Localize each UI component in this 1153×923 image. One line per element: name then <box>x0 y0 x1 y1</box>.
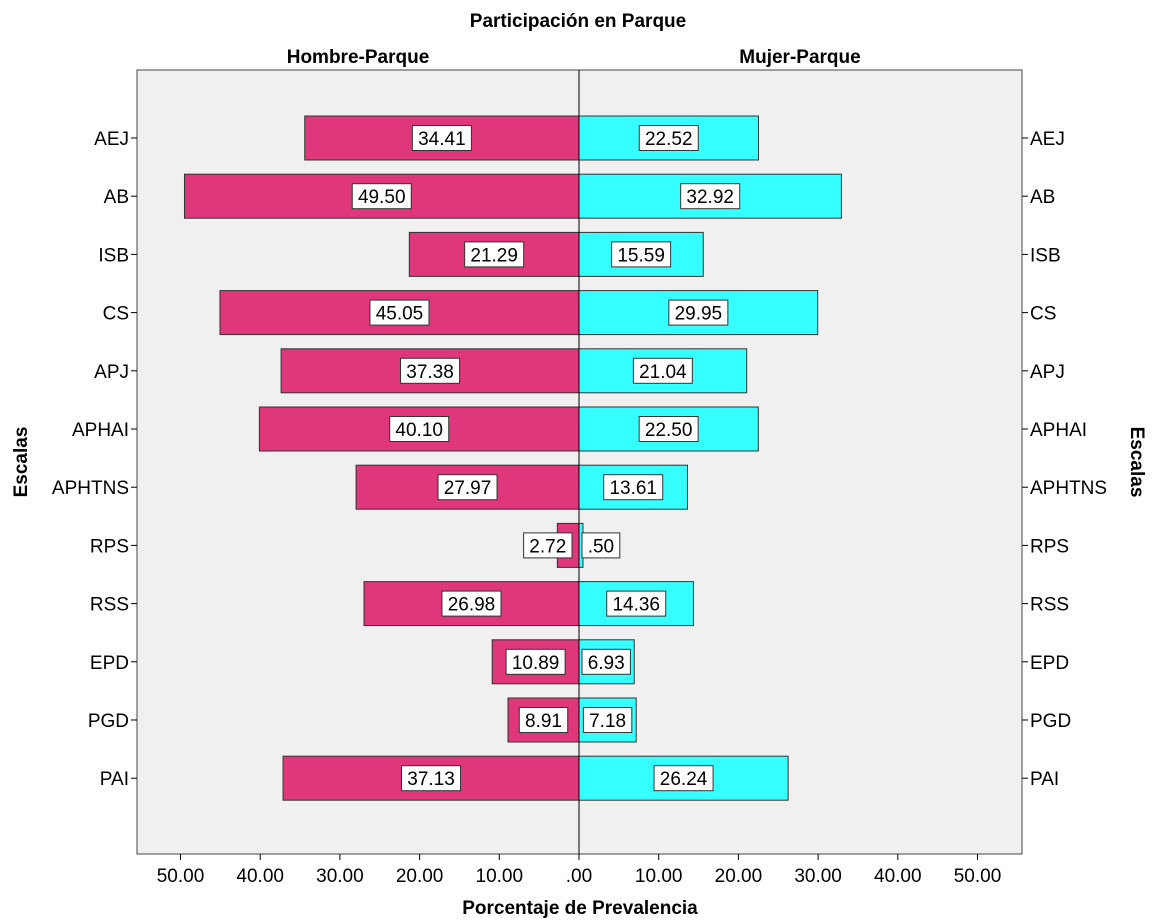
data-label-mujer-pai-box <box>653 765 714 792</box>
data-label-hombre-pai-box <box>401 765 462 792</box>
data-label-mujer-isb-box <box>611 241 672 268</box>
data-label-mujer-isb: 15.59 <box>617 245 665 266</box>
y-tick-label-left-aej: AEJ <box>94 129 129 150</box>
data-label-hombre-isb: 21.29 <box>470 245 518 266</box>
data-label-mujer-aphai: 22.50 <box>645 420 693 441</box>
y-tick-label-left-apj: APJ <box>94 362 129 383</box>
y-axis-label-right: Escalas <box>1126 427 1147 498</box>
data-label-mujer-cs: 29.95 <box>675 304 723 325</box>
y-tick-label-right-pai: PAI <box>1030 769 1059 790</box>
data-label-hombre-pai: 37.13 <box>407 769 455 790</box>
x-tick-right-0: 10.00 <box>635 866 683 887</box>
y-tick-label-left-rps: RPS <box>90 536 129 557</box>
data-label-hombre-aej-box <box>411 125 472 151</box>
data-label-mujer-rps-box <box>581 532 621 559</box>
data-label-mujer-epd-box <box>581 648 631 675</box>
data-label-mujer-pgd-box <box>582 707 633 733</box>
y-tick-label-right-rps: RPS <box>1030 536 1069 557</box>
data-label-mujer-aphtns-box <box>603 474 664 501</box>
x-axis-label: Porcentaje de Prevalencia <box>462 898 698 919</box>
y-axis-label-left: Escalas <box>11 427 32 498</box>
data-label-hombre-aphai-box <box>389 416 450 442</box>
data-label-mujer-cs-box <box>668 299 729 326</box>
data-label-mujer-pai: 26.24 <box>660 769 708 790</box>
x-tick-center: .00 <box>566 866 592 887</box>
right-panel-title: Mujer-Parque <box>739 47 860 68</box>
data-label-mujer-rss-box <box>606 590 667 617</box>
data-label-mujer-ab-box <box>680 183 741 210</box>
bar-hombre-aphtns <box>355 464 580 510</box>
y-tick-label-left-isb: ISB <box>98 245 129 266</box>
data-label-hombre-ab: 49.50 <box>358 187 406 208</box>
data-label-mujer-apj: 21.04 <box>639 362 687 383</box>
data-label-hombre-epd-box <box>505 648 566 675</box>
data-label-hombre-apj-box <box>400 357 461 384</box>
y-tick-label-left-rss: RSS <box>90 595 129 616</box>
data-label-hombre-rss: 26.98 <box>448 595 496 616</box>
x-tick-left-0: 50.00 <box>157 866 205 887</box>
data-label-hombre-ab-box <box>351 183 412 210</box>
data-label-hombre-pgd-box <box>518 707 569 733</box>
x-tick-right-4: 50.00 <box>954 866 1002 887</box>
data-label-mujer-pgd: 7.18 <box>589 711 626 732</box>
y-tick-label-right-cs: CS <box>1030 304 1056 325</box>
data-label-mujer-ab: 32.92 <box>686 187 734 208</box>
data-label-mujer-rss: 14.36 <box>612 595 660 616</box>
data-label-hombre-rps-box <box>523 532 573 559</box>
data-label-mujer-aphtns: 13.61 <box>609 478 657 499</box>
data-label-hombre-isb-box <box>464 241 525 268</box>
bars-layer <box>183 115 842 801</box>
x-tick-right-1: 20.00 <box>715 866 763 887</box>
data-label-hombre-aphtns: 27.97 <box>444 478 492 499</box>
x-tick-left-2: 30.00 <box>316 866 364 887</box>
bar-hombre-cs <box>219 290 580 336</box>
data-label-mujer-aej: 22.52 <box>645 129 693 150</box>
chart-title: Participación en Parque <box>470 11 686 32</box>
x-tick-right-2: 30.00 <box>794 866 842 887</box>
y-tick-label-right-isb: ISB <box>1030 245 1061 266</box>
data-label-hombre-epd: 10.89 <box>512 653 560 674</box>
data-label-hombre-aphai: 40.10 <box>395 420 443 441</box>
data-label-hombre-rps: 2.72 <box>529 536 566 557</box>
y-tick-label-left-cs: CS <box>103 304 129 325</box>
data-label-hombre-rss-box <box>441 590 502 617</box>
y-tick-label-right-ab: AB <box>1030 187 1055 208</box>
y-tick-label-right-aej: AEJ <box>1030 129 1065 150</box>
bar-mujer-aphtns <box>578 464 688 510</box>
y-ticks-layer: AEJ AEJ AB AB ISB ISB CS CS APJ APJ APHAI APHAI APHT… <box>52 129 1107 790</box>
data-label-mujer-aej-box <box>638 125 699 151</box>
y-tick-label-right-apj: APJ <box>1030 362 1065 383</box>
data-label-mujer-apj-box <box>632 357 693 384</box>
y-tick-label-left-pgd: PGD <box>88 711 129 732</box>
data-label-hombre-cs-box <box>369 299 430 326</box>
y-tick-label-left-epd: EPD <box>90 653 129 674</box>
y-tick-label-left-aphai: APHAI <box>72 420 129 441</box>
x-ticks-layer: 50.00 40.00 30.00 20.00 10.00 .00 10.00 20.00 30… <box>157 854 1002 887</box>
data-label-hombre-apj: 37.38 <box>406 362 454 383</box>
left-panel-title: Hombre-Parque <box>287 47 430 68</box>
data-label-mujer-aphai-box <box>638 416 699 442</box>
y-tick-label-right-aphtns: APHTNS <box>1030 478 1107 499</box>
data-label-mujer-rps: .50 <box>588 536 614 557</box>
y-tick-label-right-epd: EPD <box>1030 653 1069 674</box>
y-tick-label-left-aphtns: APHTNS <box>52 478 129 499</box>
x-tick-left-1: 40.00 <box>236 866 284 887</box>
y-tick-label-right-aphai: APHAI <box>1030 420 1087 441</box>
y-tick-label-left-pai: PAI <box>100 769 129 790</box>
x-tick-right-3: 40.00 <box>874 866 922 887</box>
data-label-hombre-pgd: 8.91 <box>525 711 562 732</box>
data-label-hombre-cs: 45.05 <box>376 304 424 325</box>
data-label-hombre-aej: 34.41 <box>418 129 466 150</box>
y-tick-label-right-pgd: PGD <box>1030 711 1071 732</box>
data-labels-layer: 34.41 22.52 49.50 32.92 21.29 15.59 45.05 29.95… <box>351 125 741 792</box>
data-label-mujer-epd: 6.93 <box>588 653 625 674</box>
y-tick-label-right-rss: RSS <box>1030 595 1069 616</box>
data-label-hombre-aphtns-box <box>437 474 498 501</box>
y-tick-label-left-ab: AB <box>104 187 129 208</box>
x-tick-left-4: 10.00 <box>476 866 524 887</box>
x-tick-left-3: 20.00 <box>396 866 444 887</box>
